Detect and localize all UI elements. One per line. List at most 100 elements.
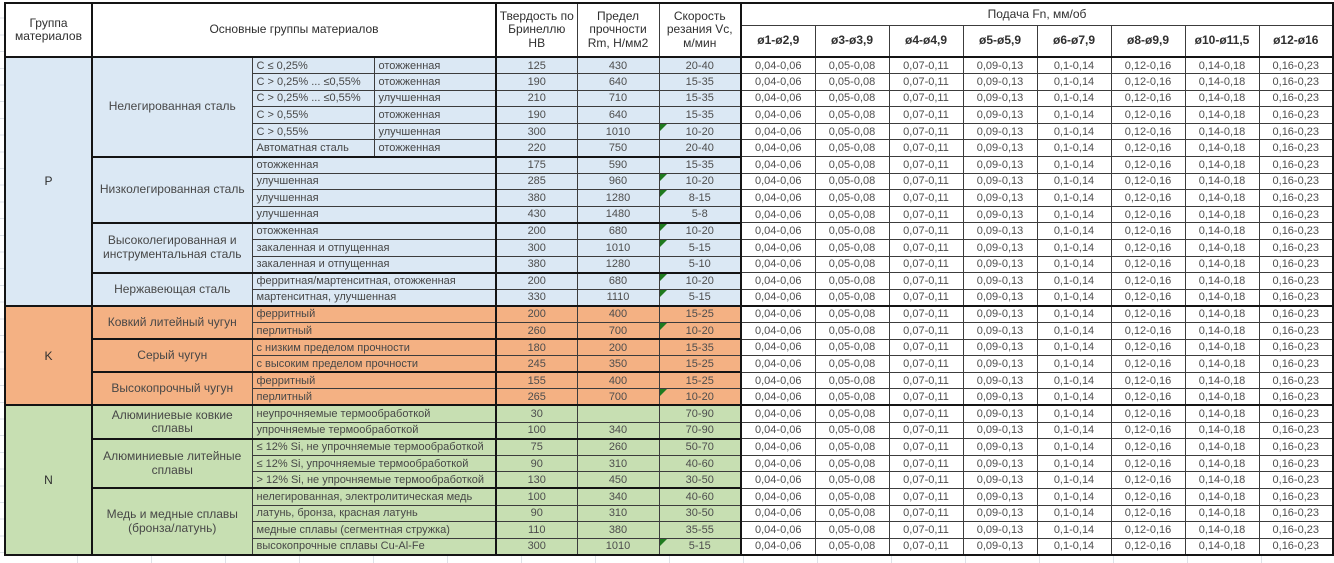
strength-cell[interactable]: 700 — [576, 388, 660, 406]
feed-cell[interactable]: 0,07-0,11 — [888, 504, 964, 523]
feed-cell[interactable]: 0,12-0,16 — [1110, 487, 1186, 506]
cutting-speed-cell[interactable]: 10-20 — [658, 322, 742, 340]
cutting-speed-cell[interactable]: 30-50 — [658, 471, 742, 489]
feed-cell[interactable]: 0,1-0,14 — [1036, 504, 1112, 523]
feed-cell[interactable]: 0,12-0,16 — [1110, 404, 1186, 423]
feed-cell[interactable]: 0,14-0,18 — [1184, 239, 1260, 257]
feed-cell[interactable]: 0,04-0,06 — [740, 304, 816, 323]
feed-cell[interactable]: 0,1-0,14 — [1036, 272, 1112, 290]
feed-cell[interactable]: 0,16-0,23 — [1258, 122, 1334, 141]
feed-cell[interactable]: 0,09-0,13 — [962, 122, 1038, 141]
feed-cell[interactable]: 0,12-0,16 — [1110, 122, 1186, 141]
feed-cell[interactable]: 0,14-0,18 — [1184, 56, 1260, 75]
hardness-cell[interactable]: 210 — [495, 89, 578, 108]
material-state-cell[interactable]: отожженная — [373, 106, 497, 124]
feed-cell[interactable]: 0,14-0,18 — [1184, 504, 1260, 523]
feed-cell[interactable]: 0,07-0,11 — [888, 255, 964, 274]
feed-cell[interactable]: 0,1-0,14 — [1036, 471, 1112, 489]
feed-cell[interactable]: 0,16-0,23 — [1258, 272, 1334, 290]
feed-cell[interactable]: 0,04-0,06 — [740, 122, 816, 141]
feed-cell[interactable]: 0,07-0,11 — [888, 487, 964, 506]
material-detail-cell[interactable]: с высоким пределом прочности — [251, 355, 497, 373]
feed-cell[interactable]: 0,12-0,16 — [1110, 222, 1186, 241]
feed-cell[interactable]: 0,16-0,23 — [1258, 471, 1334, 489]
feed-cell[interactable]: 0,05-0,08 — [814, 239, 890, 257]
feed-cell[interactable]: 0,16-0,23 — [1258, 288, 1334, 307]
feed-cell[interactable]: 0,1-0,14 — [1036, 172, 1112, 191]
feed-cell[interactable]: 0,04-0,06 — [740, 537, 816, 556]
feed-cell[interactable]: 0,05-0,08 — [814, 388, 890, 406]
strength-cell[interactable]: 310 — [576, 454, 660, 473]
material-detail-cell[interactable]: ферритный — [251, 371, 497, 390]
feed-cell[interactable]: 0,05-0,08 — [814, 537, 890, 556]
feed-cell[interactable]: 0,16-0,23 — [1258, 487, 1334, 506]
hardness-cell[interactable]: 130 — [495, 471, 578, 489]
hardness-cell[interactable]: 90 — [495, 454, 578, 473]
cutting-speed-cell[interactable]: 10-20 — [658, 388, 742, 406]
feed-cell[interactable]: 0,07-0,11 — [888, 122, 964, 141]
hardness-cell[interactable]: 180 — [495, 338, 578, 357]
hardness-cell[interactable]: 220 — [495, 139, 578, 158]
cutting-speed-cell[interactable]: 15-35 — [658, 89, 742, 108]
material-detail-cell[interactable]: C ≤ 0,25% — [251, 56, 375, 75]
feed-cell[interactable]: 0,14-0,18 — [1184, 172, 1260, 191]
material-group-cell[interactable]: Нержавеющая сталь — [91, 271, 253, 307]
feed-cell[interactable]: 0,14-0,18 — [1184, 454, 1260, 473]
material-state-cell[interactable]: отожженная — [373, 73, 497, 91]
feed-cell[interactable]: 0,12-0,16 — [1110, 355, 1186, 373]
feed-cell[interactable]: 0,14-0,18 — [1184, 122, 1260, 141]
feed-cell[interactable]: 0,12-0,16 — [1110, 471, 1186, 489]
feed-cell[interactable]: 0,05-0,08 — [814, 272, 890, 290]
feed-cell[interactable]: 0,07-0,11 — [888, 156, 964, 174]
feed-cell[interactable]: 0,07-0,11 — [888, 537, 964, 556]
feed-cell[interactable]: 0,07-0,11 — [888, 338, 964, 357]
feed-cell[interactable]: 0,07-0,11 — [888, 205, 964, 224]
strength-cell[interactable]: 680 — [576, 221, 660, 241]
group-code-cell[interactable]: N — [4, 404, 93, 556]
strength-cell[interactable]: 960 — [576, 172, 660, 191]
feed-cell[interactable]: 0,14-0,18 — [1184, 89, 1260, 108]
feed-cell[interactable]: 0,12-0,16 — [1110, 504, 1186, 523]
strength-cell[interactable]: 1010 — [576, 122, 660, 141]
strength-cell[interactable]: 1280 — [576, 255, 660, 274]
feed-cell[interactable]: 0,07-0,11 — [888, 421, 964, 440]
cutting-speed-cell[interactable]: 5-10 — [658, 255, 742, 274]
feed-cell[interactable]: 0,04-0,06 — [740, 454, 816, 473]
feed-cell[interactable]: 0,16-0,23 — [1258, 371, 1334, 390]
hardness-cell[interactable]: 300 — [495, 537, 578, 556]
feed-cell[interactable]: 0,07-0,11 — [888, 438, 964, 456]
feed-cell[interactable]: 0,05-0,08 — [814, 438, 890, 456]
material-detail-cell[interactable]: медные сплавы (сегментная стружка) — [251, 521, 497, 539]
feed-cell[interactable]: 0,16-0,23 — [1258, 73, 1334, 91]
feed-cell[interactable]: 0,14-0,18 — [1184, 156, 1260, 174]
feed-cell[interactable]: 0,12-0,16 — [1110, 304, 1186, 323]
header-diameter-2[interactable]: ø3-ø3,9 — [814, 24, 890, 58]
feed-cell[interactable]: 0,12-0,16 — [1110, 239, 1186, 257]
feed-cell[interactable]: 0,16-0,23 — [1258, 222, 1334, 241]
group-code-cell[interactable]: P — [4, 56, 93, 307]
feed-cell[interactable]: 0,04-0,06 — [740, 255, 816, 274]
header-tensile-strength[interactable]: Предел прочности Rm, Н/мм2 — [576, 2, 660, 58]
feed-cell[interactable]: 0,1-0,14 — [1036, 304, 1112, 323]
feed-cell[interactable]: 0,16-0,23 — [1258, 156, 1334, 174]
feed-cell[interactable]: 0,04-0,06 — [740, 504, 816, 523]
hardness-cell[interactable]: 245 — [495, 355, 578, 373]
feed-cell[interactable]: 0,07-0,11 — [888, 288, 964, 307]
cutting-speed-cell[interactable]: 70-90 — [658, 404, 742, 423]
material-detail-cell[interactable]: Автоматная сталь — [251, 139, 375, 158]
hardness-cell[interactable]: 110 — [495, 521, 578, 539]
feed-cell[interactable]: 0,16-0,23 — [1258, 454, 1334, 473]
feed-cell[interactable]: 0,12-0,16 — [1110, 537, 1186, 556]
feed-cell[interactable]: 0,16-0,23 — [1258, 139, 1334, 158]
cutting-speed-cell[interactable]: 35-55 — [658, 521, 742, 539]
strength-cell[interactable]: 1480 — [576, 205, 660, 224]
feed-cell[interactable]: 0,14-0,18 — [1184, 487, 1260, 506]
cutting-speed-cell[interactable]: 15-35 — [658, 73, 742, 91]
material-detail-cell[interactable]: высокопрочные сплавы Cu-Al-Fe — [251, 537, 497, 556]
feed-cell[interactable]: 0,04-0,06 — [740, 355, 816, 373]
feed-cell[interactable]: 0,14-0,18 — [1184, 421, 1260, 440]
cutting-speed-cell[interactable]: 5-15 — [658, 239, 742, 257]
feed-cell[interactable]: 0,16-0,23 — [1258, 404, 1334, 423]
material-state-cell[interactable]: улучшенная — [373, 122, 497, 141]
feed-cell[interactable]: 0,16-0,23 — [1258, 304, 1334, 323]
